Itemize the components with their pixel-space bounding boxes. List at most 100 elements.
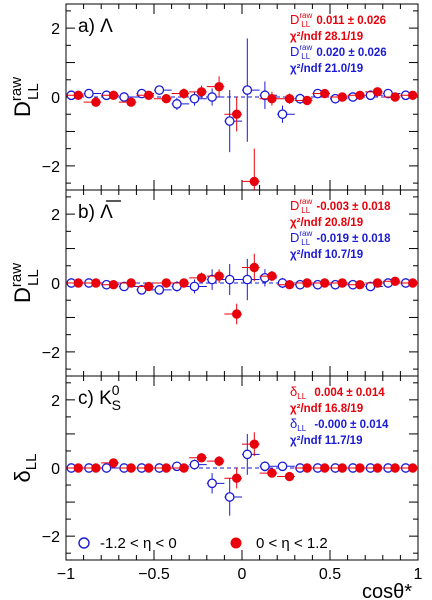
series-positive-eta: [66, 432, 418, 489]
filled-marker: [249, 439, 260, 449]
filled-marker: [126, 463, 136, 473]
filled-marker: [108, 458, 119, 468]
filled-marker: [267, 94, 277, 104]
filled-marker: [390, 276, 400, 286]
stats-blue-value: Draw LL 0.020 ± 0.026: [290, 43, 387, 61]
filled-marker: [144, 281, 154, 292]
filled-marker: [126, 97, 136, 107]
open-marker: [154, 85, 165, 95]
filled-marker: [337, 92, 347, 102]
filled-marker: [196, 273, 207, 283]
filled-marker: [284, 280, 295, 290]
filled-marker: [267, 468, 277, 478]
filled-marker: [372, 87, 383, 97]
y-tick-label: 2: [51, 393, 60, 410]
open-marker: [189, 281, 200, 292]
stats-blue-value: Draw LL -0.019 ± 0.018: [290, 229, 391, 247]
open-marker: [172, 99, 182, 109]
filled-marker: [337, 463, 347, 473]
panel-3: −2 0 2 δLL c) K0 S δLL 0.004 ± 0.014 χ²/ndf 16.…: [10, 375, 419, 561]
filled-marker: [284, 471, 295, 482]
open-marker: [207, 478, 217, 489]
filled-marker: [320, 278, 330, 288]
y-tick-label: −2: [42, 159, 60, 176]
y-tick-label: 0: [51, 90, 60, 107]
filled-marker: [214, 81, 224, 92]
filled-marker: [408, 278, 418, 288]
open-marker: [189, 459, 200, 470]
stats-red-value: Draw LL 0.011 ± 0.026: [290, 11, 386, 29]
filled-marker: [108, 280, 119, 290]
stats-red-chi2: χ²/ndf 16.8/19: [290, 403, 363, 415]
filled-marker: [284, 94, 295, 104]
filled-marker: [73, 90, 84, 100]
y-tick-label: −2: [42, 529, 60, 546]
filled-marker: [161, 94, 172, 104]
stats-red-chi2: χ²/ndf 20.8/19: [290, 217, 363, 229]
stats-red-chi2: χ²/ndf 28.1/19: [290, 31, 363, 43]
x-tick-label: −0.5: [138, 566, 170, 583]
filled-marker: [232, 309, 242, 319]
filled-marker: [144, 463, 154, 473]
filled-marker: [372, 278, 383, 288]
filled-marker: [144, 90, 154, 100]
filled-marker: [73, 278, 84, 288]
panel-1: −2 0 2 DrawLL a) Λ Draw LL 0.011 ± 0.026 χ²/ndf…: [8, 3, 419, 191]
filled-marker: [232, 473, 242, 483]
y-tick-label: 2: [51, 207, 60, 224]
filled-marker: [355, 90, 365, 100]
filled-marker: [249, 176, 260, 187]
legend: -1.2 < η < 0 0 < η < 1.2: [78, 535, 328, 552]
open-marker: [242, 274, 253, 285]
x-tick-label: 0: [238, 566, 247, 583]
filled-marker: [302, 95, 312, 106]
y-tick-label: 2: [51, 21, 60, 38]
filled-marker: [91, 97, 101, 107]
x-tick-label: −1: [57, 566, 75, 583]
filled-marker: [108, 90, 119, 100]
open-marker: [224, 492, 235, 502]
filled-marker: [214, 271, 224, 281]
y-axis-title: DrawLL: [8, 263, 42, 303]
stats-red-value: δLL 0.004 ± 0.014: [290, 384, 385, 401]
open-marker: [154, 285, 165, 295]
open-marker: [277, 461, 288, 472]
open-marker: [260, 461, 270, 472]
filled-marker: [196, 453, 207, 463]
open-marker: [101, 463, 112, 473]
filled-marker: [408, 463, 418, 473]
filled-marker: [196, 87, 207, 97]
y-axis-title: DrawLL: [8, 77, 42, 117]
stats-blue-chi2: χ²/ndf 11.7/19: [290, 435, 362, 447]
filled-marker: [179, 278, 189, 288]
filled-marker: [161, 463, 172, 473]
open-marker: [277, 109, 288, 120]
y-tick-label: −2: [42, 345, 60, 362]
series-negative-eta: [66, 258, 418, 301]
legend-open-marker: [78, 537, 90, 549]
x-axis-title: cosθ*: [362, 581, 412, 600]
open-marker: [119, 92, 129, 102]
open-marker: [84, 88, 94, 99]
filled-marker: [232, 109, 242, 119]
filled-marker: [302, 463, 312, 473]
panel-label: b) Λ: [78, 202, 113, 223]
series-positive-eta: [66, 76, 418, 190]
open-marker: [189, 93, 200, 104]
y-axis-title: δLL: [10, 454, 40, 483]
open-marker: [224, 116, 235, 126]
legend-label-positive-eta: 0 < η < 1.2: [256, 535, 328, 552]
open-marker: [242, 449, 253, 460]
series-positive-eta: [66, 253, 418, 325]
filled-marker: [161, 278, 172, 288]
filled-marker: [91, 278, 101, 288]
filled-marker: [390, 463, 400, 473]
filled-marker: [267, 271, 277, 281]
y-tick-label: 0: [51, 461, 60, 478]
filled-marker: [337, 278, 347, 288]
stats-red-value: Draw LL -0.003 ± 0.018: [290, 197, 391, 215]
x-tick-label: 0.5: [319, 566, 341, 583]
filled-marker: [249, 262, 260, 273]
filled-marker: [355, 280, 365, 290]
panel-label: c) K0 S: [78, 382, 121, 413]
